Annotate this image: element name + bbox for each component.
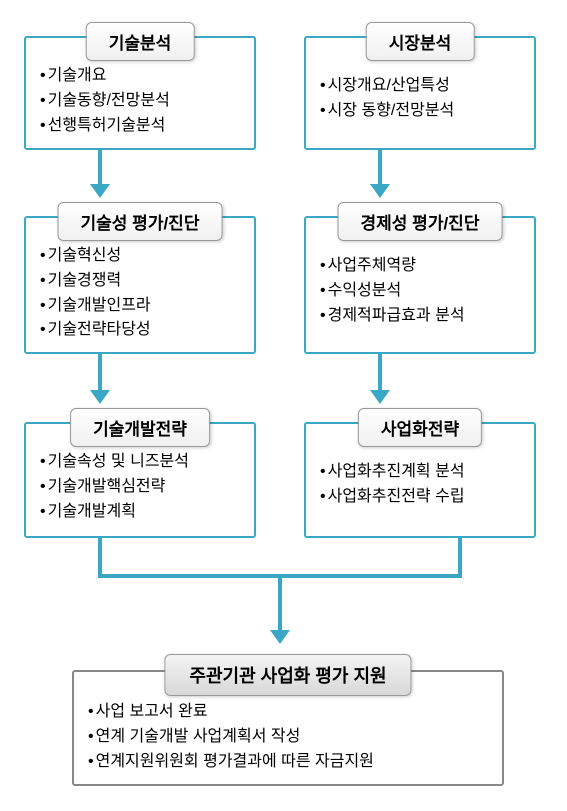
connector-line bbox=[98, 538, 102, 576]
arrow-line bbox=[378, 150, 382, 184]
arrow-line bbox=[98, 354, 102, 390]
list-item: 경제적파급효과 분석 bbox=[320, 304, 520, 329]
node-final: 주관기관 사업화 평가 지원 사업 보고서 완료 연계 기술개발 사업계획서 작… bbox=[72, 670, 504, 786]
list-item: 기술경쟁력 bbox=[40, 269, 240, 294]
list-item: 연계 기술개발 사업계획서 작성 bbox=[88, 725, 488, 750]
arrow-head-icon bbox=[90, 184, 110, 198]
node-header: 기술성 평가/진단 bbox=[58, 202, 223, 241]
list-item: 수익성분석 bbox=[320, 279, 520, 304]
list-item: 연계지원위원회 평가결과에 따른 자금지원 bbox=[88, 750, 488, 775]
arrow-head-icon bbox=[270, 630, 290, 644]
node-business-strategy: 사업화전략 사업화추진계획 분석 사업화추진전략 수립 bbox=[304, 422, 536, 538]
list-item: 사업화추진계획 분석 bbox=[320, 460, 520, 485]
arrow-head-icon bbox=[370, 184, 390, 198]
node-header: 기술분석 bbox=[86, 22, 195, 61]
list-item: 사업 보고서 완료 bbox=[88, 700, 488, 725]
list-item: 시장개요/산업특성 bbox=[320, 74, 520, 99]
node-header-final: 주관기관 사업화 평가 지원 bbox=[164, 654, 411, 696]
node-header: 기술개발전략 bbox=[70, 408, 210, 447]
list-item: 기술동향/전망분석 bbox=[40, 89, 240, 114]
list-item: 기술전략타당성 bbox=[40, 318, 240, 343]
node-tech-evaluation: 기술성 평가/진단 기술혁신성 기술경쟁력 기술개발인프라 기술전략타당성 bbox=[24, 216, 256, 354]
node-market-analysis: 시장분석 시장개요/산업특성 시장 동향/전망분석 bbox=[304, 36, 536, 150]
arrow-line bbox=[378, 354, 382, 390]
list-item: 사업화추진전략 수립 bbox=[320, 485, 520, 510]
list-item: 기술속성 및 니즈분석 bbox=[40, 450, 240, 475]
node-header: 시장분석 bbox=[366, 22, 475, 61]
connector-line bbox=[278, 574, 282, 630]
list-item: 기술개요 bbox=[40, 64, 240, 89]
node-tech-strategy: 기술개발전략 기술속성 및 니즈분석 기술개발핵심전략 기술개발계획 bbox=[24, 422, 256, 538]
arrow-head-icon bbox=[370, 390, 390, 404]
list-item: 선행특허기술분석 bbox=[40, 114, 240, 139]
connector-line bbox=[458, 538, 462, 576]
node-header: 사업화전략 bbox=[358, 408, 482, 447]
list-item: 기술개발핵심전략 bbox=[40, 475, 240, 500]
list-item: 기술개발계획 bbox=[40, 500, 240, 525]
list-item: 기술개발인프라 bbox=[40, 294, 240, 319]
flowchart-container: 기술분석 기술개요 기술동향/전망분석 선행특허기술분석 시장분석 시장개요/산… bbox=[0, 0, 567, 811]
node-header: 경제성 평가/진단 bbox=[338, 202, 503, 241]
list-item: 기술혁신성 bbox=[40, 244, 240, 269]
node-economic-evaluation: 경제성 평가/진단 사업주체역량 수익성분석 경제적파급효과 분석 bbox=[304, 216, 536, 354]
list-item: 사업주체역량 bbox=[320, 254, 520, 279]
list-item: 시장 동향/전망분석 bbox=[320, 99, 520, 124]
arrow-head-icon bbox=[90, 390, 110, 404]
node-tech-analysis: 기술분석 기술개요 기술동향/전망분석 선행특허기술분석 bbox=[24, 36, 256, 150]
arrow-line bbox=[98, 150, 102, 184]
